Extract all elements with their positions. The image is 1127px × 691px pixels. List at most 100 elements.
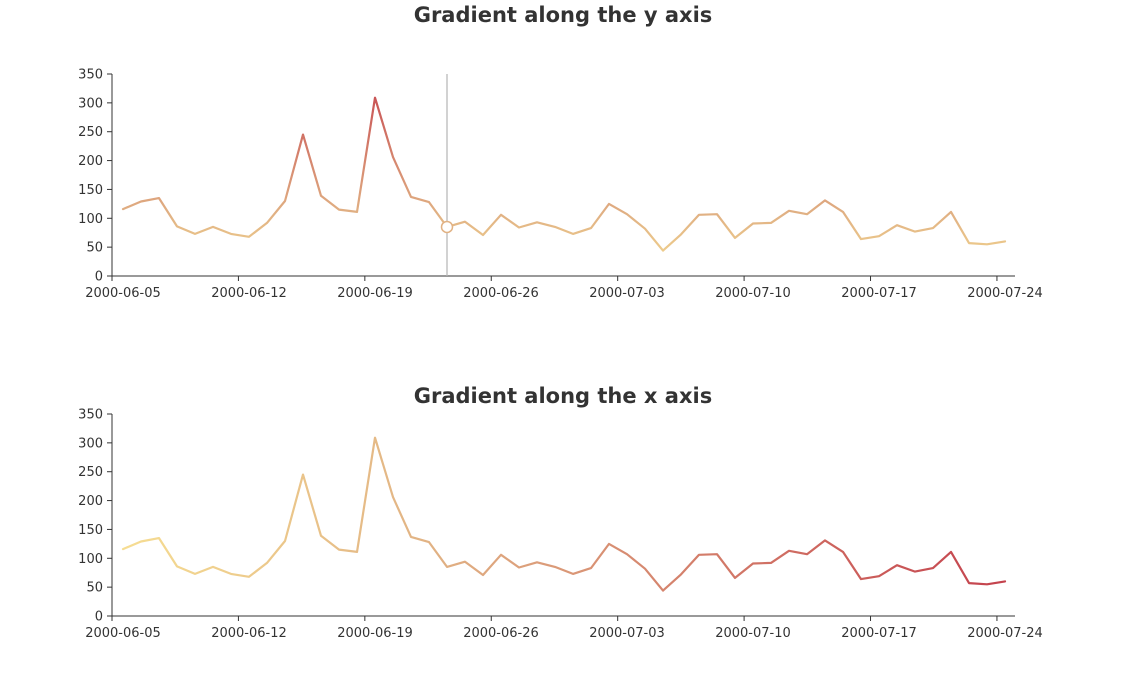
- data-point[interactable]: [408, 534, 414, 540]
- data-point[interactable]: [462, 219, 468, 225]
- data-point[interactable]: [336, 547, 342, 553]
- data-point[interactable]: [822, 537, 828, 543]
- data-point[interactable]: [678, 571, 684, 577]
- data-point[interactable]: [642, 226, 648, 232]
- data-point[interactable]: [390, 494, 396, 500]
- data-point[interactable]: [768, 220, 774, 226]
- data-point[interactable]: [858, 576, 864, 582]
- data-point[interactable]: [804, 211, 810, 217]
- data-point[interactable]: [156, 535, 162, 541]
- data-point[interactable]: [840, 549, 846, 555]
- data-point[interactable]: [750, 220, 756, 226]
- data-point[interactable]: [660, 588, 666, 594]
- data-point[interactable]: [516, 225, 522, 231]
- data-point[interactable]: [606, 201, 612, 207]
- data-point[interactable]: [120, 546, 126, 552]
- data-point[interactable]: [138, 539, 144, 545]
- data-point[interactable]: [912, 229, 918, 235]
- data-point[interactable]: [804, 551, 810, 557]
- data-point[interactable]: [732, 575, 738, 581]
- hovered-data-point[interactable]: [440, 220, 454, 234]
- data-point[interactable]: [228, 571, 234, 577]
- data-point[interactable]: [192, 571, 198, 577]
- data-point[interactable]: [894, 562, 900, 568]
- data-point[interactable]: [336, 207, 342, 213]
- data-point[interactable]: [930, 225, 936, 231]
- data-point[interactable]: [498, 552, 504, 558]
- data-point[interactable]: [1002, 238, 1008, 244]
- data-point[interactable]: [786, 548, 792, 554]
- data-point[interactable]: [696, 552, 702, 558]
- data-point[interactable]: [390, 154, 396, 160]
- data-point[interactable]: [552, 564, 558, 570]
- data-point[interactable]: [264, 220, 270, 226]
- data-point[interactable]: [138, 199, 144, 205]
- data-point[interactable]: [480, 572, 486, 578]
- data-point[interactable]: [840, 209, 846, 215]
- series-line[interactable]: [121, 436, 1007, 592]
- data-point[interactable]: [606, 541, 612, 547]
- data-point[interactable]: [984, 241, 990, 247]
- data-point[interactable]: [426, 199, 432, 205]
- data-point[interactable]: [174, 223, 180, 229]
- data-point[interactable]: [984, 581, 990, 587]
- data-point[interactable]: [354, 209, 360, 215]
- data-point[interactable]: [480, 232, 486, 238]
- data-point[interactable]: [732, 235, 738, 241]
- data-point[interactable]: [282, 198, 288, 204]
- data-point[interactable]: [678, 231, 684, 237]
- series-layer[interactable]: [120, 435, 1008, 594]
- data-point[interactable]: [768, 560, 774, 566]
- data-point[interactable]: [642, 566, 648, 572]
- series-layer[interactable]: [120, 95, 1008, 254]
- data-point[interactable]: [822, 197, 828, 203]
- data-point[interactable]: [210, 224, 216, 230]
- data-point[interactable]: [858, 236, 864, 242]
- data-point[interactable]: [318, 533, 324, 539]
- data-point[interactable]: [192, 231, 198, 237]
- data-point[interactable]: [966, 240, 972, 246]
- data-point[interactable]: [894, 222, 900, 228]
- data-point[interactable]: [534, 219, 540, 225]
- data-point[interactable]: [876, 233, 882, 239]
- data-point[interactable]: [570, 571, 576, 577]
- data-point[interactable]: [264, 560, 270, 566]
- data-point[interactable]: [1002, 578, 1008, 584]
- data-point[interactable]: [516, 565, 522, 571]
- data-point[interactable]: [588, 565, 594, 571]
- data-point[interactable]: [444, 564, 450, 570]
- data-point[interactable]: [426, 539, 432, 545]
- data-point[interactable]: [786, 208, 792, 214]
- data-point[interactable]: [174, 563, 180, 569]
- data-point[interactable]: [120, 206, 126, 212]
- data-point[interactable]: [714, 211, 720, 217]
- data-point[interactable]: [246, 234, 252, 240]
- data-point[interactable]: [318, 193, 324, 199]
- data-point[interactable]: [912, 569, 918, 575]
- data-point[interactable]: [552, 224, 558, 230]
- data-point[interactable]: [660, 248, 666, 254]
- data-point[interactable]: [714, 551, 720, 557]
- data-point[interactable]: [498, 212, 504, 218]
- data-point[interactable]: [624, 211, 630, 217]
- data-point[interactable]: [876, 573, 882, 579]
- data-point[interactable]: [930, 565, 936, 571]
- data-point[interactable]: [300, 132, 306, 138]
- data-point[interactable]: [624, 551, 630, 557]
- data-point[interactable]: [570, 231, 576, 237]
- data-point[interactable]: [372, 95, 378, 101]
- data-point[interactable]: [948, 209, 954, 215]
- data-point[interactable]: [282, 538, 288, 544]
- data-point[interactable]: [462, 559, 468, 565]
- data-point[interactable]: [300, 472, 306, 478]
- data-point[interactable]: [966, 580, 972, 586]
- data-point[interactable]: [156, 195, 162, 201]
- data-point[interactable]: [750, 560, 756, 566]
- data-point[interactable]: [228, 231, 234, 237]
- data-point[interactable]: [408, 194, 414, 200]
- data-point[interactable]: [588, 225, 594, 231]
- data-point[interactable]: [354, 549, 360, 555]
- data-point[interactable]: [948, 549, 954, 555]
- series-line[interactable]: [121, 96, 1007, 252]
- data-point[interactable]: [534, 559, 540, 565]
